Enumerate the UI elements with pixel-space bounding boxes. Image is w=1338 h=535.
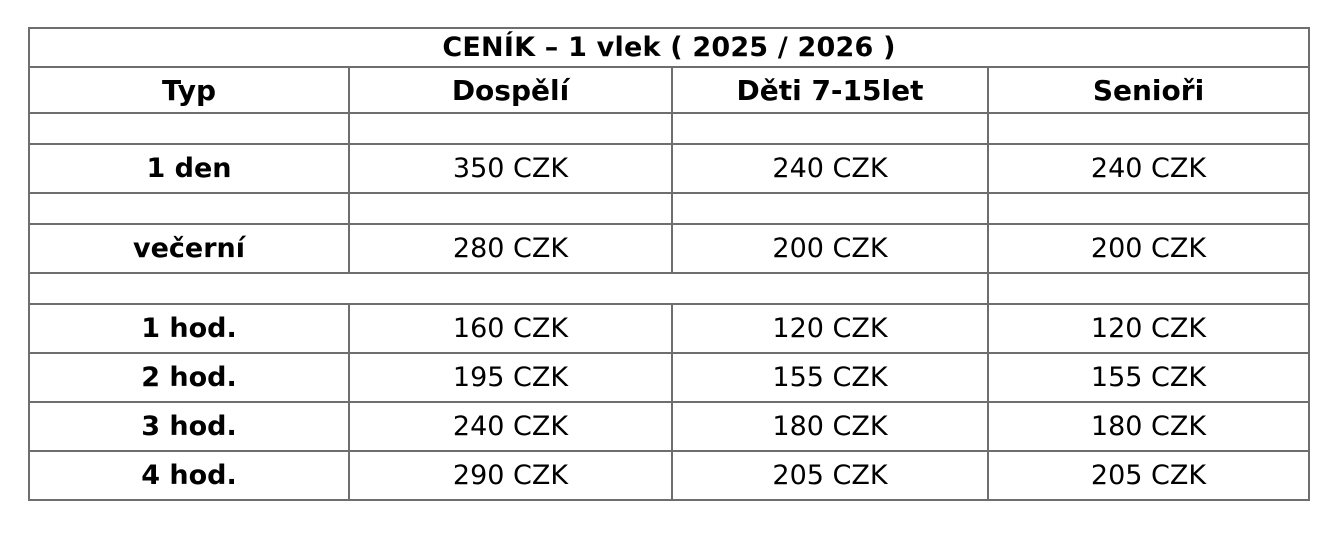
- row-label-2-hod: 2 hod.: [28, 352, 350, 403]
- spacer-cell-type: [28, 192, 350, 225]
- spacer-cell-adult: [348, 192, 673, 225]
- price-adult: 240 CZK: [348, 401, 673, 452]
- price-child: 180 CZK: [671, 401, 989, 452]
- column-header-children: Děti 7-15let: [671, 66, 989, 114]
- row-label-vecerni: večerní: [28, 223, 350, 274]
- price-senior: 120 CZK: [986, 303, 1311, 354]
- price-child: 240 CZK: [671, 143, 989, 194]
- spacer-cell-senior: [986, 272, 1311, 305]
- price-child: 120 CZK: [671, 303, 989, 354]
- pricelist-title: CENÍK – 1 vlek ( 2025 / 2026 ): [27, 27, 1311, 68]
- price-child: 205 CZK: [671, 450, 989, 501]
- column-header-seniors: Senioři: [986, 66, 1311, 114]
- column-header-type: Typ: [28, 66, 350, 114]
- spacer-cell-senior: [986, 112, 1311, 145]
- column-header-adults: Dospělí: [348, 66, 673, 114]
- price-child: 200 CZK: [671, 223, 989, 274]
- price-senior: 205 CZK: [986, 450, 1311, 501]
- pricelist-table: CENÍK – 1 vlek ( 2025 / 2026 ) Typ Dospě…: [27, 27, 1311, 501]
- spacer-cell-adult: [348, 112, 673, 145]
- row-label-4-hod: 4 hod.: [28, 450, 350, 501]
- spacer-cell-type: [28, 112, 350, 145]
- price-adult: 290 CZK: [348, 450, 673, 501]
- table-title-row: CENÍK – 1 vlek ( 2025 / 2026 ): [27, 27, 1311, 68]
- price-adult: 350 CZK: [348, 143, 673, 194]
- price-child: 155 CZK: [671, 352, 989, 403]
- table-spacer-row-merged: [28, 272, 1311, 305]
- table-row: 1 hod. 160 CZK 120 CZK 120 CZK: [28, 303, 1311, 354]
- price-senior: 180 CZK: [986, 401, 1311, 452]
- price-senior: 240 CZK: [986, 143, 1311, 194]
- spacer-cell-merged: [28, 272, 989, 305]
- table-header-row: Typ Dospělí Děti 7-15let Senioři: [28, 66, 1311, 114]
- table-row: 1 den 350 CZK 240 CZK 240 CZK: [28, 143, 1311, 194]
- table-row: 4 hod. 290 CZK 205 CZK 205 CZK: [28, 450, 1311, 501]
- table-spacer-row: [28, 112, 1311, 145]
- table-row: 3 hod. 240 CZK 180 CZK 180 CZK: [28, 401, 1311, 452]
- spacer-cell-child: [671, 192, 989, 225]
- row-label-1-hod: 1 hod.: [28, 303, 350, 354]
- row-label-1-den: 1 den: [28, 143, 350, 194]
- pricelist-body: CENÍK – 1 vlek ( 2025 / 2026 ) Typ Dospě…: [27, 27, 1311, 501]
- price-adult: 195 CZK: [348, 352, 673, 403]
- price-adult: 280 CZK: [348, 223, 673, 274]
- row-label-3-hod: 3 hod.: [28, 401, 350, 452]
- table-row: večerní 280 CZK 200 CZK 200 CZK: [28, 223, 1311, 274]
- spacer-cell-senior: [986, 192, 1311, 225]
- price-senior: 200 CZK: [986, 223, 1311, 274]
- table-spacer-row: [28, 192, 1311, 225]
- price-senior: 155 CZK: [986, 352, 1311, 403]
- spacer-cell-child: [671, 112, 989, 145]
- table-row: 2 hod. 195 CZK 155 CZK 155 CZK: [28, 352, 1311, 403]
- price-adult: 160 CZK: [348, 303, 673, 354]
